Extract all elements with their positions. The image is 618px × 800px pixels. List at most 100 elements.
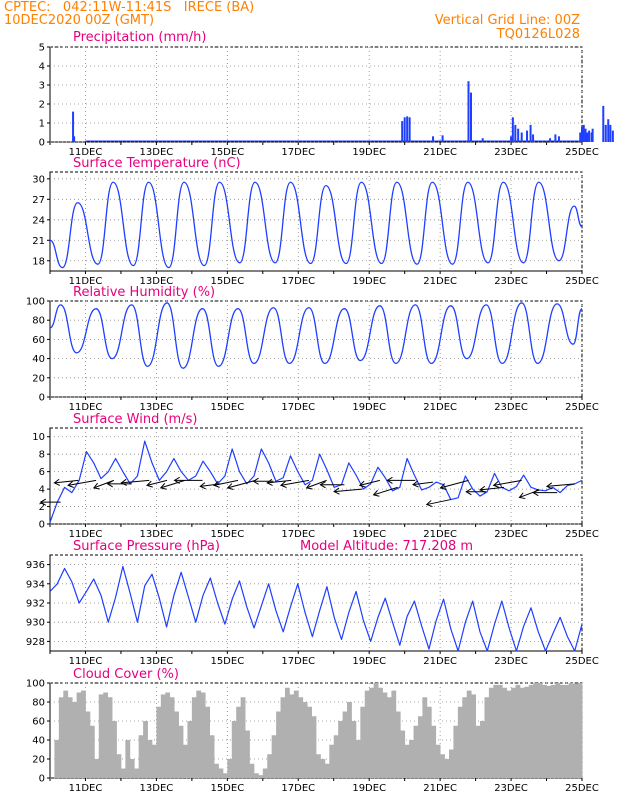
precip-bar — [441, 135, 444, 142]
x-tick-label: 11DEC — [69, 529, 103, 540]
cloud-bar — [253, 773, 259, 778]
cloud-bar — [449, 749, 454, 778]
cloud-bar — [218, 768, 224, 778]
y-tick-label: 0 — [39, 520, 45, 531]
cloud-bar — [519, 687, 525, 778]
y-tick-label: 6 — [39, 467, 45, 478]
cloud-bar — [138, 735, 144, 778]
x-tick-label: 23DEC — [494, 147, 528, 158]
wind-arrow-head — [53, 478, 61, 486]
x-tick-label: 11DEC — [69, 402, 103, 413]
cloud-bar — [76, 692, 82, 778]
precip-bar — [511, 117, 514, 142]
model-code: TQ0126L028 — [496, 27, 580, 42]
series-line — [49, 181, 583, 269]
wind-arrow-head — [226, 483, 234, 491]
wind-arrow — [359, 479, 380, 486]
precip-bar — [554, 134, 557, 142]
wind-arrow — [426, 499, 451, 506]
cloud-bar — [351, 721, 357, 778]
precip-bar — [581, 126, 583, 142]
wind-arrow-head — [252, 477, 259, 485]
precip-bar — [520, 132, 523, 142]
x-tick-label: 23DEC — [494, 529, 528, 540]
cloud-bar — [196, 690, 202, 778]
y-tick-label: 934 — [26, 579, 45, 590]
precip-bar — [73, 136, 76, 142]
x-tick-label: 15DEC — [210, 656, 244, 667]
panel-frame — [49, 427, 583, 525]
header-line-1: CPTEC: 042:11W-11:41S IRECE (BA) — [4, 0, 255, 15]
precip-bar — [607, 119, 610, 142]
wind-arrow — [493, 479, 522, 486]
x-tick-label: 15DEC — [210, 402, 244, 413]
cloud-bar — [338, 721, 343, 778]
cloud-bar — [355, 740, 361, 778]
cloud-bar — [573, 683, 578, 778]
cloud-bar — [54, 740, 60, 778]
precip-bar — [432, 136, 435, 142]
wind-arrow — [412, 481, 434, 486]
panel-5 — [47, 682, 583, 781]
y-tick-label: 2 — [39, 502, 45, 513]
wind-arrow — [334, 488, 363, 493]
y-tick-label: 24 — [32, 215, 45, 226]
wind-arrow-head — [67, 481, 74, 488]
panel-title: Relative Humidity (%) — [73, 285, 215, 300]
series-line — [49, 565, 583, 652]
cloud-bar — [435, 744, 441, 778]
cloud-bar — [400, 730, 406, 778]
cloud-bar — [165, 692, 171, 778]
header-line-2: 10DEC2020 00Z (GMT) — [4, 13, 155, 28]
cloud-bar — [267, 754, 273, 778]
wind-arrow — [68, 479, 97, 486]
cloud-bar — [413, 725, 419, 778]
x-tick-label: 21DEC — [423, 147, 457, 158]
wind-arrow-head — [532, 489, 539, 497]
wind-arrow — [227, 479, 256, 489]
wind-arrow-head — [39, 498, 47, 506]
cloud-bar — [134, 768, 140, 778]
wind-arrow — [121, 479, 150, 484]
cloud-bar — [386, 697, 392, 778]
cloud-bar — [129, 759, 135, 778]
precip-bar — [481, 138, 484, 142]
cloud-bar — [116, 754, 122, 778]
wind-arrow-head — [372, 490, 380, 497]
panel-title: Precipitation (mm/h) — [73, 30, 206, 45]
cloud-bar — [231, 721, 237, 778]
y-tick-label: 1 — [39, 119, 45, 130]
cloud-bar — [200, 692, 206, 778]
precip-bar — [579, 132, 582, 142]
x-tick-label: 15DEC — [210, 529, 244, 540]
cloud-bar — [453, 725, 459, 778]
x-tick-label: 19DEC — [352, 783, 386, 794]
x-tick-label: 15DEC — [210, 783, 244, 794]
cloud-bar — [515, 684, 521, 778]
y-tick-label: 2 — [39, 100, 45, 111]
precip-bar — [529, 124, 532, 142]
cloud-bar — [378, 687, 383, 778]
wind-arrow — [146, 479, 168, 486]
wind-arrow — [54, 479, 79, 484]
cloud-bar — [568, 683, 574, 778]
x-tick-label: 21DEC — [423, 276, 457, 287]
y-tick-label: 20 — [32, 755, 45, 766]
precip-bar — [588, 130, 591, 142]
x-tick-label: 17DEC — [281, 402, 315, 413]
cloud-bar — [528, 684, 534, 778]
panel-title: Surface Pressure (hPa) — [73, 539, 220, 554]
cloud-bar — [258, 775, 264, 778]
cloud-bar — [245, 730, 250, 778]
precip-bar — [408, 117, 411, 142]
wind-arrow — [306, 479, 327, 489]
panel-frame — [49, 46, 583, 143]
precip-bar — [611, 130, 614, 142]
wind-arrow-head — [266, 478, 273, 486]
cloud-bar — [404, 744, 410, 778]
wind-arrow-head — [92, 482, 100, 490]
cloud-bar — [550, 684, 556, 778]
cloud-bar — [475, 725, 481, 778]
y-tick-label: 936 — [26, 560, 45, 571]
wind-arrow-head — [146, 480, 153, 488]
